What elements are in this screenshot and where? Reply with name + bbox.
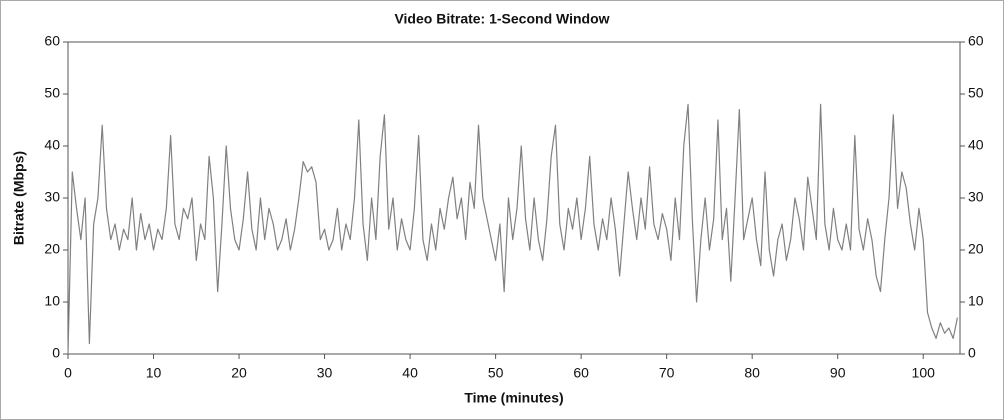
y2-tick-label: 10 — [968, 293, 984, 309]
x-tick-label: 50 — [488, 365, 504, 381]
chart-title: Video Bitrate: 1-Second Window — [394, 11, 609, 27]
y-tick-label: 20 — [44, 241, 60, 257]
y-tick-label: 10 — [44, 293, 60, 309]
plot-area — [67, 41, 961, 355]
y2-tick-label: 60 — [968, 33, 984, 49]
x-tick-label: 0 — [64, 365, 72, 381]
y-tick-label: 0 — [52, 345, 60, 361]
x-tick-label: 40 — [402, 365, 418, 381]
x-tick-label: 30 — [317, 365, 333, 381]
y2-tick-label: 50 — [968, 85, 984, 101]
bitrate-line — [67, 103, 959, 355]
y-tick-label: 50 — [44, 85, 60, 101]
y2-tick-label: 0 — [968, 345, 976, 361]
y-tick-label: 30 — [44, 189, 60, 205]
y-tick-label: 60 — [44, 33, 60, 49]
x-tick-label: 70 — [659, 365, 675, 381]
y2-tick-label: 30 — [968, 189, 984, 205]
y2-tick-label: 40 — [968, 137, 984, 153]
x-tick-label: 10 — [146, 365, 162, 381]
x-tick-label: 100 — [912, 365, 936, 381]
x-tick-label: 80 — [744, 365, 760, 381]
x-tick-label: 20 — [231, 365, 247, 381]
x-tick-label: 60 — [573, 365, 589, 381]
y-tick-label: 40 — [44, 137, 60, 153]
y-axis-label: Bitrate (Mbps) — [11, 151, 27, 245]
x-axis-label: Time (minutes) — [464, 390, 563, 406]
x-tick-label: 90 — [830, 365, 846, 381]
y2-tick-label: 20 — [968, 241, 984, 257]
